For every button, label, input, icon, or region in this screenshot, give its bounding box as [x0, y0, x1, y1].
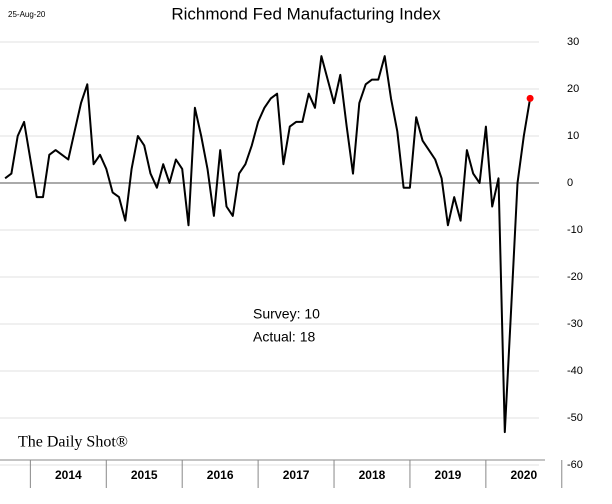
- date-label: 25-Aug-20: [8, 10, 46, 19]
- y-tick-label: -40: [567, 365, 583, 377]
- y-tick-label: -30: [567, 318, 583, 330]
- line-series: [4, 55, 532, 434]
- x-tick-label: 2017: [283, 468, 310, 482]
- y-tick-label: 20: [567, 83, 579, 95]
- y-tick-label: -60: [567, 459, 583, 471]
- annotation: Actual: 18: [253, 329, 315, 345]
- x-tick-label: 2016: [207, 468, 234, 482]
- annotation: Survey: 10: [253, 306, 320, 322]
- x-tick-label: 2020: [510, 468, 537, 482]
- y-tick-label: 30: [567, 36, 579, 48]
- x-tick-label: 2018: [359, 468, 386, 482]
- x-tick-label: 2019: [435, 468, 462, 482]
- x-tick-label: 2014: [55, 468, 82, 482]
- y-tick-label: -20: [567, 271, 583, 283]
- x-tick-label: 2015: [131, 468, 158, 482]
- y-tick-label: 0: [567, 177, 573, 189]
- source: The Daily Shot®: [18, 434, 128, 451]
- last-point: [526, 94, 534, 102]
- chart-title: Richmond Fed Manufacturing Index: [171, 4, 441, 23]
- y-tick-label: 10: [567, 130, 579, 142]
- y-tick-label: -50: [567, 412, 583, 424]
- y-tick-label: -10: [567, 224, 583, 236]
